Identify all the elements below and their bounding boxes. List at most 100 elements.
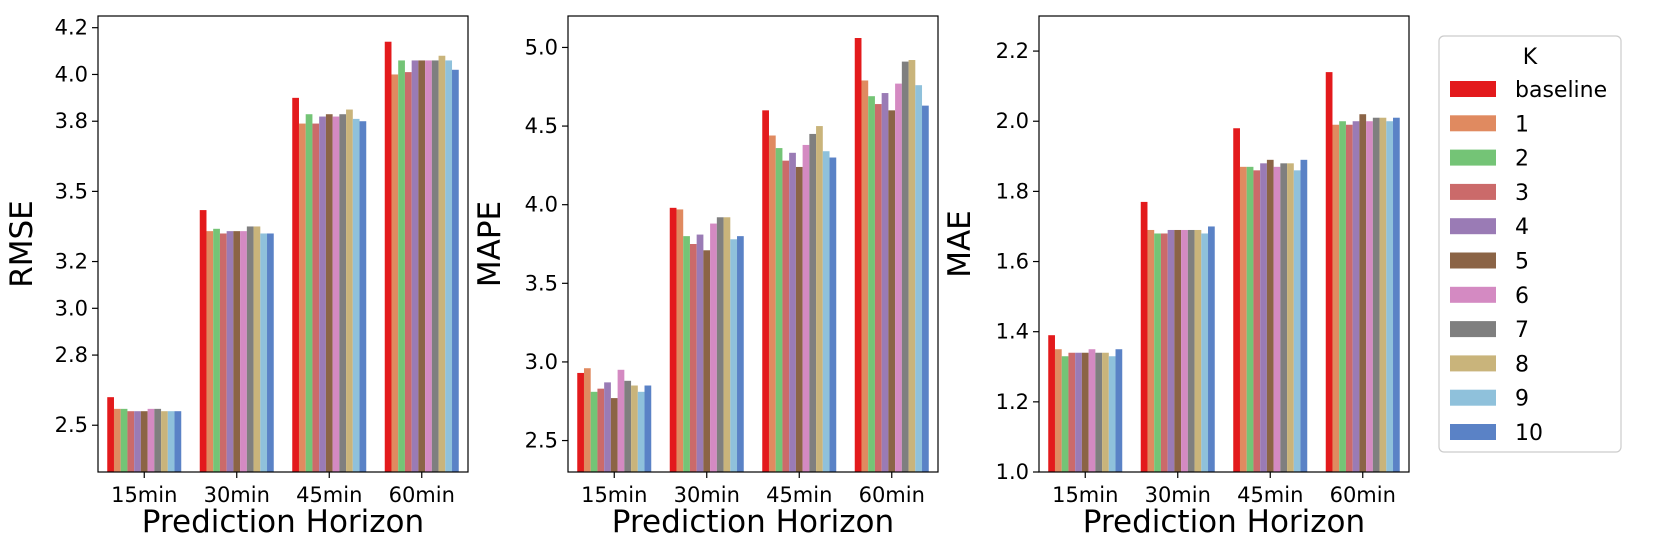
bar-mape-45min-2 <box>775 148 783 472</box>
legend-swatch-1 <box>1450 115 1496 132</box>
bar-mae-15min-4 <box>1075 352 1082 472</box>
bar-rmse-30min-6 <box>240 231 247 472</box>
bar-rmse-15min-9 <box>167 411 175 472</box>
bar-rmse-30min-10 <box>267 233 274 472</box>
legend-label-10: 10 <box>1515 421 1543 446</box>
bar-mape-30min-4 <box>696 234 704 472</box>
bar-mape-30min-9 <box>730 239 738 472</box>
y-tick-label: 3.2 <box>55 250 88 274</box>
y-tick-label: 1.8 <box>996 179 1029 203</box>
bar-rmse-60min-3 <box>404 72 412 473</box>
x-tick-label: 15min <box>581 483 647 507</box>
bar-mape-15min-baseline <box>577 372 584 472</box>
y-tick-label: 1.0 <box>996 460 1029 484</box>
legend-label-8: 8 <box>1515 352 1529 377</box>
legend-swatch-8 <box>1450 355 1496 372</box>
y-tick-label: 3.8 <box>55 109 88 133</box>
x-axis-label: Prediction Horizon <box>142 504 424 540</box>
bar-mae-60min-9 <box>1386 121 1394 472</box>
bar-mape-15min-9 <box>637 391 645 472</box>
legend-label-6: 6 <box>1515 284 1529 309</box>
y-tick-label: 2.0 <box>996 109 1029 133</box>
x-axis-label: Prediction Horizon <box>1083 504 1365 540</box>
bar-rmse-60min-1 <box>391 74 399 473</box>
bar-rmse-45min-3 <box>312 123 320 472</box>
bar-mae-30min-4 <box>1167 229 1175 472</box>
bar-mae-45min-3 <box>1253 170 1261 472</box>
bar-mape-60min-3 <box>874 104 882 472</box>
bar-rmse-15min-8 <box>161 411 168 472</box>
bar-mae-15min-6 <box>1088 349 1096 472</box>
legend-label-1: 1 <box>1515 112 1529 137</box>
bar-mae-60min-4 <box>1352 121 1360 472</box>
bar-rmse-30min-4 <box>226 231 234 472</box>
bar-rmse-15min-1 <box>113 408 121 472</box>
bar-mape-60min-2 <box>868 96 875 472</box>
bar-mae-60min-5 <box>1359 114 1367 472</box>
bar-rmse-15min-3 <box>127 411 135 472</box>
chart-panel-mae: 1.0 1.2 1.4 1.6 1.8 2.0 2.2 15min 30min 45min 60mi… <box>942 15 1410 540</box>
bar-mae-60min-7 <box>1372 117 1380 472</box>
bar-rmse-60min-4 <box>411 60 419 473</box>
y-tick-label: 4.0 <box>55 62 88 86</box>
bar-rmse-45min-5 <box>325 114 333 472</box>
bar-mape-60min-4 <box>881 93 889 473</box>
bar-rmse-60min-7 <box>431 60 439 473</box>
bar-mape-30min-baseline <box>669 207 677 472</box>
bar-rmse-15min-7 <box>154 408 162 472</box>
y-tick-label: 4.0 <box>525 193 558 217</box>
bar-rmse-45min-baseline <box>292 97 299 472</box>
y-tick-label: 2.5 <box>525 429 558 453</box>
legend-swatch-3 <box>1450 183 1496 200</box>
x-tick-label: 30min <box>1145 483 1211 507</box>
legend-label-7: 7 <box>1515 318 1529 343</box>
legend-swatch-10 <box>1450 424 1496 440</box>
bar-mape-30min-10 <box>737 236 744 472</box>
bar-rmse-15min-2 <box>120 408 128 472</box>
y-tick-label: 1.4 <box>996 320 1029 344</box>
bar-mae-45min-9 <box>1293 170 1301 472</box>
bar-mape-60min-9 <box>915 85 923 472</box>
bar-rmse-15min-5 <box>140 411 148 472</box>
bar-rmse-15min-10 <box>174 411 182 472</box>
legend-swatch-9 <box>1450 389 1496 406</box>
bar-mape-30min-1 <box>676 209 684 472</box>
bar-mape-15min-4 <box>604 382 611 472</box>
x-tick-label: 60min <box>859 483 925 507</box>
y-tick-label: 2.2 <box>996 39 1029 63</box>
x-tick-label: 15min <box>1052 483 1118 507</box>
bar-mae-45min-baseline <box>1233 128 1240 472</box>
chart-panel-mape: 2.5 3.0 3.5 4.0 4.5 5.0 15min 30min 45min 60minPr… <box>472 15 939 540</box>
x-tick-label: 15min <box>111 483 177 507</box>
bar-mae-30min-5 <box>1174 229 1182 472</box>
bar-rmse-45min-6 <box>332 116 340 473</box>
y-axis-label: MAE <box>942 210 978 278</box>
bar-rmse-45min-8 <box>346 109 353 472</box>
bar-mape-15min-6 <box>617 369 625 472</box>
bar-mae-45min-7 <box>1280 163 1288 472</box>
bar-mae-45min-1 <box>1239 166 1247 472</box>
bar-mape-60min-10 <box>922 105 929 472</box>
bar-mape-45min-7 <box>809 133 817 472</box>
legend-swatch-6 <box>1450 286 1496 303</box>
bar-mape-45min-3 <box>782 160 790 472</box>
legend-label-baseline: baseline <box>1515 78 1607 103</box>
bar-mape-60min-5 <box>888 110 896 472</box>
bar-rmse-45min-9 <box>352 118 360 472</box>
bar-mae-60min-1 <box>1332 124 1340 473</box>
bar-mape-15min-3 <box>597 388 605 472</box>
bar-mae-60min-6 <box>1366 121 1373 472</box>
bar-mae-45min-6 <box>1273 166 1281 472</box>
bar-mape-45min-1 <box>768 135 776 472</box>
bar-mae-45min-8 <box>1287 163 1294 472</box>
bar-mae-30min-9 <box>1201 233 1209 472</box>
bar-mae-45min-5 <box>1266 159 1274 472</box>
bar-mape-60min-baseline <box>854 38 862 472</box>
legend-label-5: 5 <box>1515 250 1529 275</box>
legend-swatch-4 <box>1450 218 1496 235</box>
bar-mape-30min-3 <box>689 244 697 472</box>
bar-rmse-30min-1 <box>206 231 214 472</box>
bar-rmse-45min-10 <box>359 121 367 472</box>
